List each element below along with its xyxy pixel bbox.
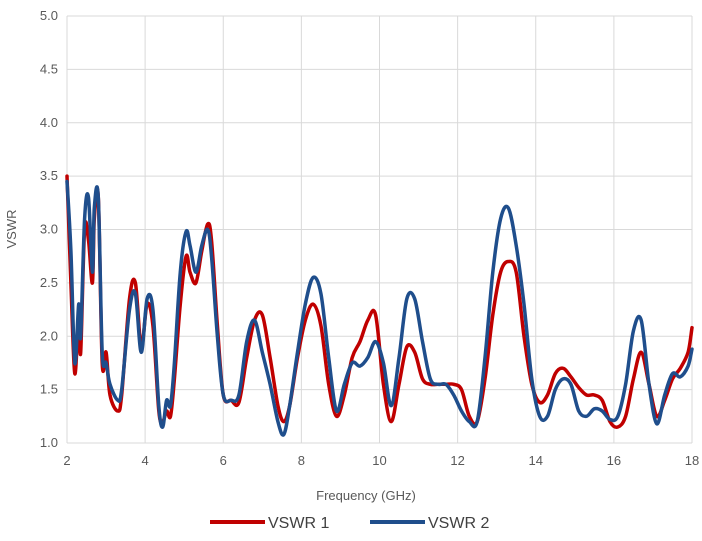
x-tick-label: 6 bbox=[220, 453, 227, 468]
legend-label-2: VSWR 2 bbox=[428, 515, 489, 532]
legend-label-1: VSWR 1 bbox=[268, 515, 329, 532]
y-tick-label: 3.0 bbox=[40, 222, 58, 237]
y-tick-label: 4.0 bbox=[40, 115, 58, 130]
y-tick-label: 2.0 bbox=[40, 328, 58, 343]
x-axis-ticks: 2 4 6 8 10 12 14 16 18 bbox=[63, 453, 699, 468]
legend: VSWR 1 VSWR 2 bbox=[210, 515, 489, 532]
x-tick-label: 10 bbox=[372, 453, 386, 468]
x-tick-label: 8 bbox=[298, 453, 305, 468]
y-tick-label: 1.5 bbox=[40, 382, 58, 397]
series-layer bbox=[65, 174, 694, 437]
y-axis-ticks: 1.0 1.5 2.0 2.5 3.0 3.5 4.0 4.5 5.0 bbox=[40, 8, 58, 450]
x-tick-label: 2 bbox=[63, 453, 70, 468]
x-tick-label: 18 bbox=[685, 453, 699, 468]
grid bbox=[66, 15, 693, 444]
x-tick-label: 16 bbox=[607, 453, 621, 468]
x-tick-label: 4 bbox=[142, 453, 149, 468]
y-tick-label: 2.5 bbox=[40, 275, 58, 290]
x-axis-title: Frequency (GHz) bbox=[316, 488, 416, 503]
y-tick-label: 3.5 bbox=[40, 168, 58, 183]
y-tick-label: 1.0 bbox=[40, 435, 58, 450]
y-tick-label: 5.0 bbox=[40, 8, 58, 23]
y-axis-title: VSWR bbox=[4, 210, 19, 249]
x-tick-label: 12 bbox=[450, 453, 464, 468]
y-tick-label: 4.5 bbox=[40, 61, 58, 76]
x-tick-label: 14 bbox=[529, 453, 543, 468]
series-line-2 bbox=[65, 179, 694, 437]
